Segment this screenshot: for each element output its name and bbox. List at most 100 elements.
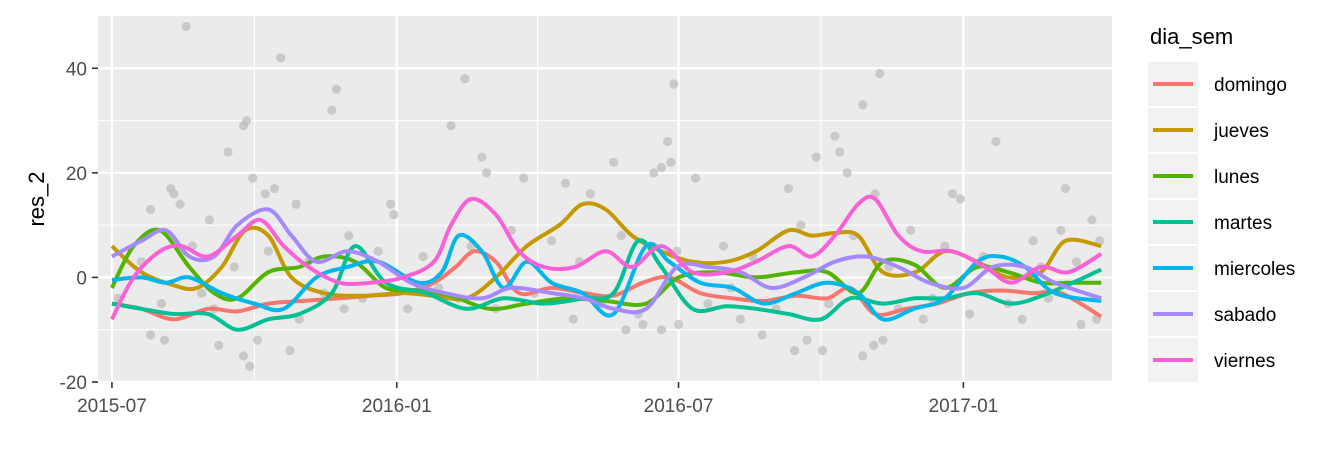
residual-point: [842, 168, 852, 178]
residual-point: [204, 215, 215, 225]
residual-point: [666, 157, 676, 167]
residual-point: [238, 351, 249, 361]
residual-point: [229, 262, 239, 272]
residual-point: [811, 152, 821, 162]
residual-point: [878, 335, 888, 345]
x-tick-label: 2015-07: [77, 396, 147, 417]
residual-point: [783, 183, 794, 194]
residual-point: [735, 314, 746, 324]
series-line-martes: [111, 238, 1103, 332]
x-tick-label: 2016-07: [644, 396, 714, 417]
residual-point: [1071, 257, 1081, 267]
residual-point: [718, 241, 729, 251]
residual-point: [757, 330, 767, 340]
residual-point: [460, 74, 470, 84]
legend-label-sabado: sabado: [1214, 305, 1276, 326]
residual-point: [621, 325, 631, 335]
residual-point: [285, 346, 295, 356]
residual-point: [673, 319, 684, 330]
series-line-viernes: [110, 194, 1103, 321]
residual-point: [214, 340, 224, 350]
residual-point: [1076, 319, 1086, 330]
residual-point: [585, 189, 595, 199]
residual-point: [238, 121, 249, 131]
series-line-miercoles: [111, 232, 1102, 322]
residual-point: [858, 351, 868, 361]
residual-point: [248, 173, 258, 183]
residual-point: [1056, 225, 1066, 235]
residual-point: [276, 53, 286, 63]
residual-point: [790, 346, 800, 356]
series-lines: [110, 194, 1103, 332]
residual-point: [519, 173, 529, 183]
residual-point: [964, 309, 975, 319]
residual-point: [331, 84, 342, 94]
residual-point: [344, 231, 354, 241]
residual-point: [940, 241, 950, 251]
residual-point: [638, 319, 648, 330]
residual-point: [245, 361, 255, 371]
residual-point: [146, 204, 156, 215]
residual-point: [1060, 183, 1071, 194]
y-axis: -20 0 20 40: [60, 59, 98, 394]
residual-point: [159, 335, 170, 345]
legend-label-lunes: lunes: [1214, 167, 1259, 188]
legend-items: domingo jueves lunes martes miercoles sabado v…: [1148, 62, 1295, 382]
residual-point: [294, 314, 304, 324]
x-axis: 2015-07 2016-01 2016-07 2017-01: [77, 382, 998, 417]
residual-point: [146, 330, 156, 340]
y-tick-label: 40: [66, 59, 87, 80]
residual-point: [656, 163, 667, 173]
residual-point: [546, 236, 557, 246]
series-line-sabado: [110, 207, 1102, 315]
residual-point: [477, 152, 487, 162]
residual-point: [263, 246, 273, 256]
legend-label-miercoles: miercoles: [1214, 259, 1295, 280]
legend-label-jueves: jueves: [1213, 121, 1269, 142]
residual-point: [389, 210, 399, 220]
legend: dia_sem domingo jueves lunes martes miercole…: [1140, 16, 1344, 382]
residual-point: [955, 194, 965, 204]
residual-point: [175, 199, 185, 209]
residual-point: [703, 298, 713, 309]
residual-point: [339, 304, 349, 314]
legend-title: dia_sem: [1150, 24, 1233, 49]
residual-point: [197, 288, 207, 298]
residual-point: [1017, 314, 1027, 324]
residual-point: [669, 79, 679, 89]
y-tick-label: -20: [60, 373, 87, 394]
residual-point: [991, 136, 1001, 147]
residual-point: [608, 157, 619, 167]
y-tick-label: 20: [66, 164, 87, 185]
y-axis-title: res_2: [24, 171, 49, 226]
residual-point: [291, 199, 301, 209]
residual-point: [796, 220, 806, 230]
residual-point: [947, 189, 958, 199]
x-tick-label: 2017-01: [929, 396, 999, 417]
y-tick-label: 0: [76, 268, 87, 289]
residual-point: [824, 298, 834, 309]
residual-point: [868, 340, 879, 350]
residual-point: [649, 168, 659, 178]
residual-point: [1087, 215, 1097, 225]
residual-point: [656, 325, 667, 335]
residual-point: [1028, 236, 1038, 246]
residual-point: [817, 346, 828, 356]
residual-point: [327, 105, 337, 115]
residual-point: [875, 68, 885, 79]
residual-point: [560, 178, 571, 188]
residual-point: [830, 131, 840, 141]
residual-point: [802, 335, 812, 345]
residual-point: [260, 189, 270, 199]
residual-point: [169, 189, 179, 199]
residual-point: [403, 304, 413, 314]
residual-point: [181, 21, 191, 32]
residual-point: [252, 335, 263, 345]
residual-point: [446, 121, 456, 131]
x-tick-label: 2016-01: [362, 396, 432, 417]
residual-point: [568, 314, 578, 324]
residual-point: [663, 136, 673, 147]
residual-point: [858, 100, 868, 110]
legend-label-viernes: viernes: [1214, 351, 1275, 372]
